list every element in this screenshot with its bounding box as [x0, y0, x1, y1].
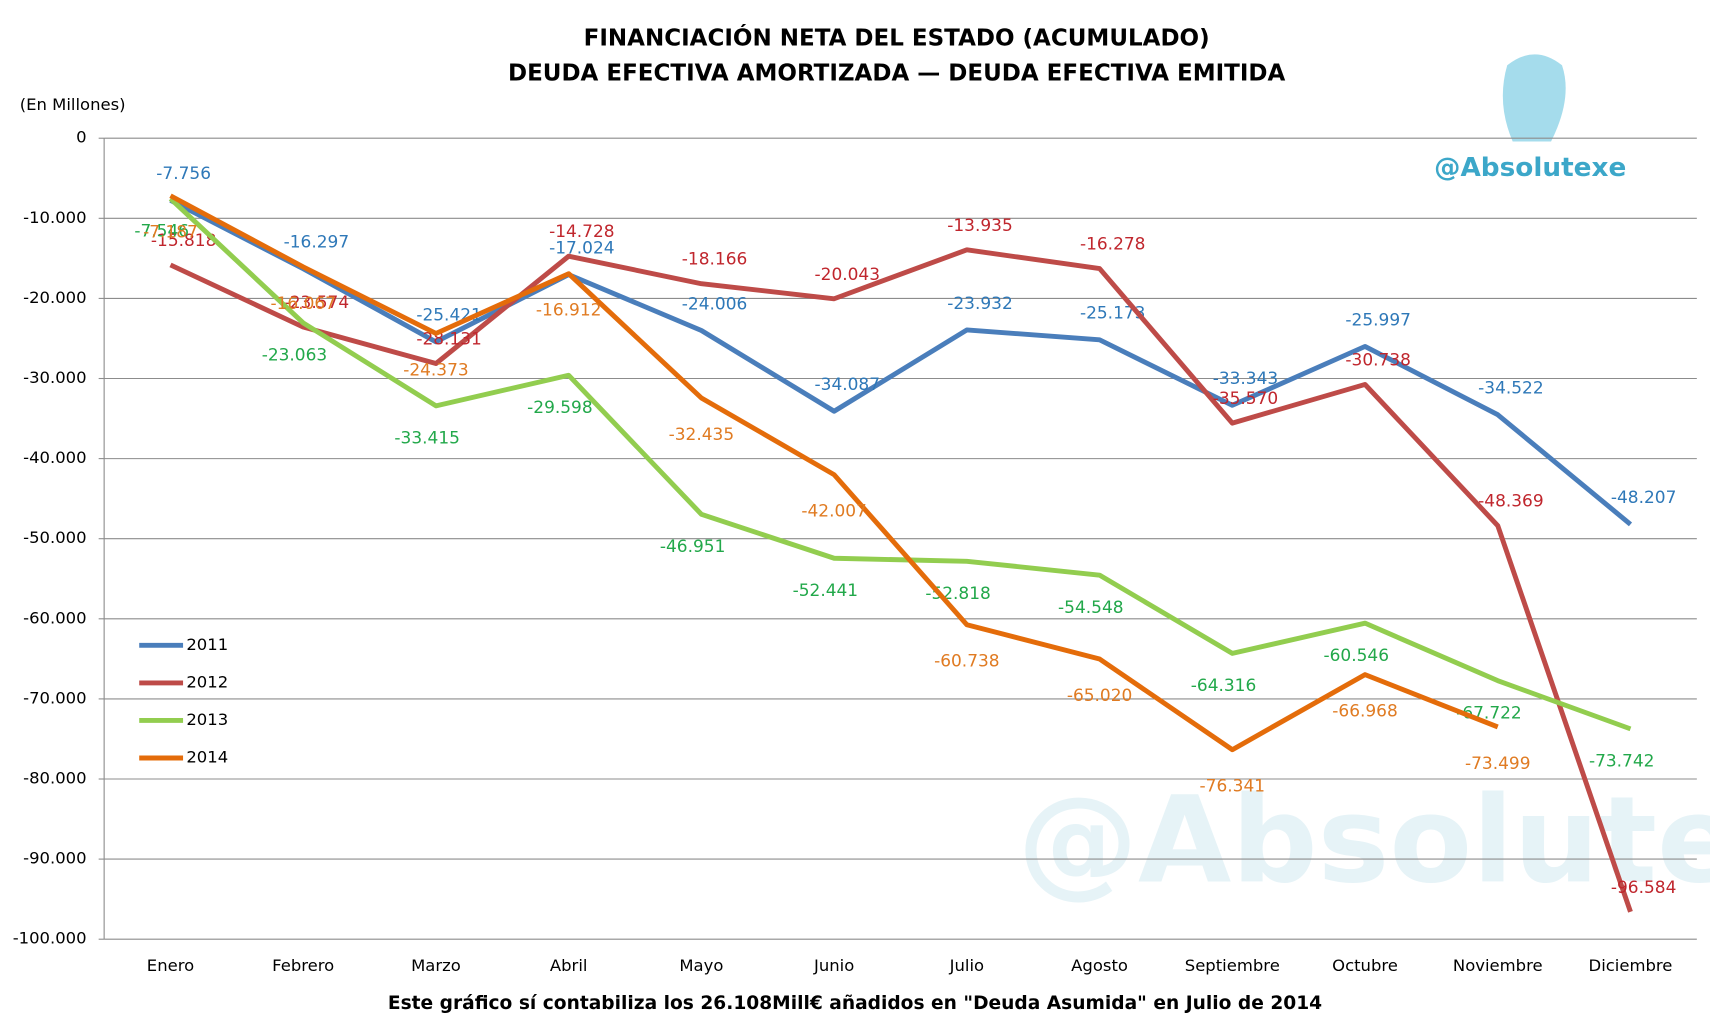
x-tick-label: Junio	[813, 956, 854, 975]
data-label: -23.932	[947, 293, 1012, 313]
y-tick-label: -60.000	[23, 608, 86, 627]
data-label: -42.007	[801, 501, 866, 521]
y-tick-label: -80.000	[23, 769, 86, 788]
data-label: -32.435	[669, 424, 734, 444]
data-label: -24.373	[403, 359, 468, 379]
y-tick-label: -70.000	[23, 688, 86, 707]
data-label: -46.951	[660, 536, 725, 556]
data-label: -16.297	[284, 232, 349, 252]
legend-label: 2013	[186, 710, 228, 729]
data-label: -25.997	[1345, 309, 1410, 329]
x-tick-label: Noviembre	[1453, 956, 1543, 975]
data-label: -24.006	[682, 293, 747, 313]
data-label: -52.441	[793, 580, 858, 600]
data-label: -60.546	[1324, 645, 1389, 665]
data-label: -54.548	[1058, 597, 1123, 617]
y-tick-label: -10.000	[23, 208, 86, 227]
data-label: -7.187	[143, 222, 198, 242]
chart-title: FINANCIACIÓN NETA DEL ESTADO (ACUMULADO)	[584, 24, 1210, 52]
data-label: -7.756	[156, 163, 211, 183]
data-label: -48.207	[1611, 487, 1676, 507]
x-tick-label: Septiembre	[1185, 956, 1280, 975]
x-tick-label: Marzo	[411, 956, 461, 975]
legend-label: 2012	[186, 672, 228, 691]
series-line	[169, 247, 1633, 913]
data-label: -33.415	[394, 428, 459, 448]
series-line	[169, 193, 1499, 753]
data-label: -73.499	[1465, 753, 1530, 773]
y-tick-label: -30.000	[23, 368, 86, 387]
data-label: -17.024	[549, 237, 614, 257]
y-tick-label: -40.000	[23, 448, 86, 467]
data-label: -96.584	[1611, 877, 1676, 897]
data-label: -13.935	[947, 215, 1012, 235]
data-label: -35.570	[1213, 388, 1278, 408]
series-line	[169, 198, 1633, 527]
data-label: -16.067	[270, 293, 335, 313]
x-tick-label: Julio	[949, 956, 984, 975]
legend-label: 2014	[186, 748, 228, 767]
y-tick-label: -90.000	[23, 849, 86, 868]
y-axis-label: (En Millones)	[20, 95, 126, 114]
data-label: -30.738	[1345, 350, 1410, 370]
data-label: -15.818	[151, 230, 216, 250]
data-label: -33.343	[1213, 368, 1278, 388]
data-label: -34.522	[1478, 378, 1543, 398]
data-label: -64.316	[1191, 675, 1256, 695]
data-label: -7.546	[134, 220, 189, 240]
legend-label: 2011	[186, 635, 228, 654]
x-tick-label: Abril	[550, 956, 588, 975]
x-tick-label: Octubre	[1332, 956, 1398, 975]
data-label: -73.742	[1589, 751, 1654, 771]
chart-subtitle: DEUDA EFECTIVA AMORTIZADA — DEUDA EFECTI…	[508, 61, 1286, 87]
footnote: Este gráfico sí contabiliza los 26.108Mi…	[388, 993, 1322, 1014]
x-tick-label: Agosto	[1071, 956, 1128, 975]
series-line	[168, 196, 1632, 732]
data-label: -14.728	[549, 221, 614, 241]
data-label: -48.369	[1478, 491, 1543, 511]
y-tick-label: 0	[76, 128, 86, 147]
data-label: -29.598	[527, 397, 592, 417]
logo	[1502, 54, 1566, 142]
x-tick-label: Diciembre	[1589, 956, 1673, 975]
y-tick-label: -100.000	[13, 929, 87, 948]
data-label: -18.166	[682, 249, 747, 269]
data-label: -76.341	[1200, 776, 1265, 796]
watermark-large: @Absolutexe	[1017, 771, 1710, 911]
x-tick-label: Enero	[147, 956, 194, 975]
data-label: -60.738	[934, 651, 999, 671]
data-label: -16.278	[1080, 234, 1145, 254]
x-tick-label: Mayo	[679, 956, 723, 975]
x-tick-label: Febrero	[272, 956, 334, 975]
watermark: @Absolutexe	[1434, 153, 1626, 183]
data-label: -34.087	[815, 374, 880, 394]
data-label: -16.912	[536, 300, 601, 320]
y-tick-label: -50.000	[23, 528, 86, 547]
data-label: -28.131	[416, 329, 481, 349]
data-label: -25.173	[1080, 303, 1145, 323]
data-label: -23.574	[284, 292, 349, 312]
data-label: -66.968	[1332, 701, 1397, 721]
y-tick-label: -20.000	[23, 288, 86, 307]
data-label: -23.063	[262, 345, 327, 365]
data-label: -65.020	[1067, 685, 1132, 705]
data-label: -20.043	[815, 264, 880, 284]
